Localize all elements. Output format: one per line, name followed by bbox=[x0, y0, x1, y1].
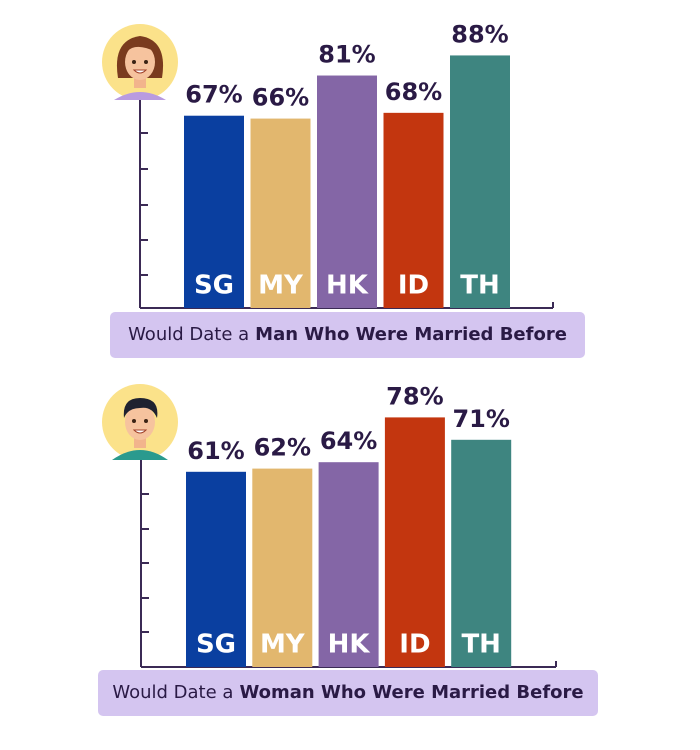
category-label: ID bbox=[398, 271, 429, 301]
value-label: 64% bbox=[320, 427, 377, 455]
title-box bbox=[110, 312, 585, 358]
chart-title: Would Date a Woman Who Were Married Befor… bbox=[112, 682, 583, 703]
category-label: HK bbox=[326, 271, 369, 301]
chart-title: Would Date a Man Who Were Married Before bbox=[128, 324, 567, 345]
bar bbox=[450, 55, 510, 308]
value-label: 78% bbox=[386, 382, 443, 410]
woman-avatar bbox=[102, 24, 178, 100]
value-label: 67% bbox=[185, 81, 242, 109]
category-label: MY bbox=[260, 630, 306, 660]
value-label: 61% bbox=[187, 437, 244, 465]
bar bbox=[318, 462, 379, 667]
category-label: TH bbox=[461, 630, 501, 660]
title-box bbox=[98, 670, 598, 716]
value-label: 88% bbox=[451, 20, 508, 48]
bar bbox=[384, 417, 445, 667]
bar bbox=[317, 75, 377, 308]
title-text: Would Date a bbox=[128, 324, 249, 345]
category-label: SG bbox=[194, 271, 234, 301]
value-label: 81% bbox=[318, 41, 375, 69]
man-avatar bbox=[102, 384, 178, 460]
bar bbox=[383, 112, 444, 308]
category-label: ID bbox=[399, 630, 430, 660]
value-label: 62% bbox=[254, 434, 311, 462]
value-label: 68% bbox=[385, 78, 442, 106]
bar bbox=[250, 118, 311, 308]
bar bbox=[252, 468, 313, 667]
bar bbox=[184, 115, 244, 309]
bar bbox=[186, 471, 246, 667]
title-emphasis: Man Who Were Married Before bbox=[255, 324, 567, 345]
category-label: MY bbox=[258, 271, 304, 301]
bar bbox=[451, 439, 512, 667]
title-text: Would Date a bbox=[112, 682, 233, 703]
category-label: SG bbox=[196, 630, 236, 660]
value-label: 66% bbox=[252, 84, 309, 112]
title-emphasis: Woman Who Were Married Before bbox=[239, 682, 583, 703]
category-label: TH bbox=[460, 271, 500, 301]
category-label: HK bbox=[328, 630, 371, 660]
value-label: 71% bbox=[452, 405, 509, 433]
